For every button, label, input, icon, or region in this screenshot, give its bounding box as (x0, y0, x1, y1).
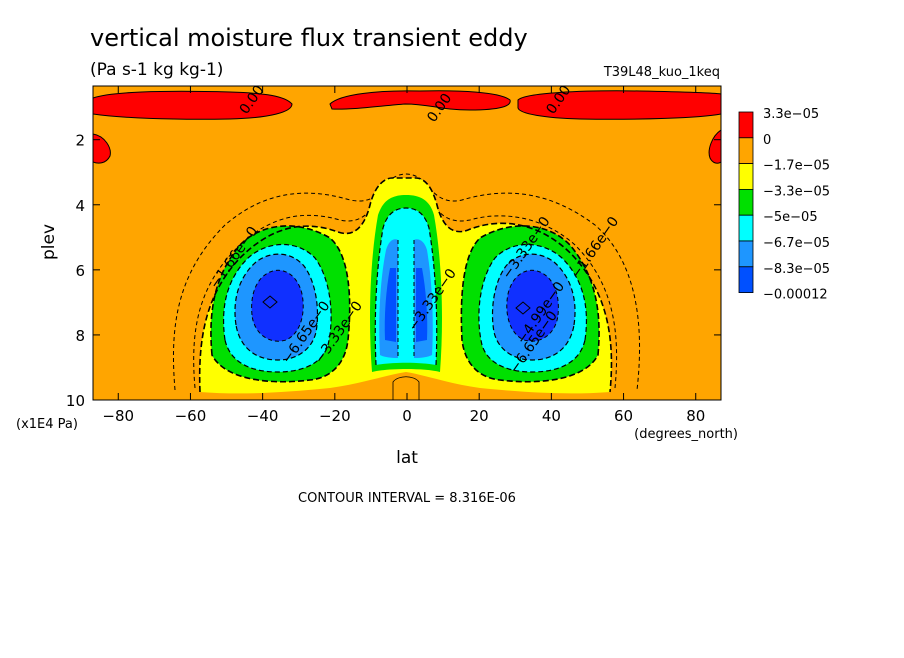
contour-core-right (506, 269, 559, 342)
y-axis: 2 4 6 8 10 (66, 132, 721, 410)
colorbar-swatch (738, 111, 754, 139)
contour-core-left (251, 269, 304, 342)
y-tick-label: 10 (66, 392, 85, 410)
contour-green-left (210, 225, 351, 383)
y-tick-label: 6 (75, 262, 85, 280)
contour-blue-left (234, 253, 319, 361)
region-red-left-edge (93, 133, 111, 164)
contour-blue-right (491, 253, 576, 361)
colorbar-label: −5e−05 (763, 210, 818, 225)
contour-cyan-right (478, 243, 588, 373)
contour-min-marker-left (262, 295, 278, 309)
colorbar-label: −1.7e−05 (763, 159, 830, 174)
x-tick-label: −80 (102, 407, 134, 425)
x-axis-label: lat (396, 448, 418, 468)
chart-title: vertical moisture flux transient eddy (90, 24, 528, 52)
colorbar-swatch (738, 240, 754, 268)
x-tick-label: 60 (614, 407, 633, 425)
colorbar-swatch (738, 188, 754, 216)
contour-outer (173, 173, 641, 391)
colorbar-label: −3.3e−05 (763, 184, 830, 199)
contour-yellow (198, 177, 613, 393)
y-tick-label: 2 (75, 132, 85, 150)
colorbar-label: 0 (763, 133, 771, 148)
contour-outer-2 (193, 184, 618, 389)
colorbar-label: 3.3e−05 (763, 107, 819, 122)
colorbar-swatch (738, 137, 754, 165)
contour-cyan-left (222, 243, 332, 373)
y-tick-label: 8 (75, 327, 85, 345)
region-red-top-right (517, 90, 721, 120)
contour-interval-text: CONTOUR INTERVAL = 8.316E-06 (298, 491, 516, 506)
colorbar: 3.3e−05 0 −1.7e−05 −3.3e−05 −5e−05 −6.7e−05 −8… (738, 107, 830, 303)
region-red-top-left (93, 90, 293, 120)
colorbar-label: −8.3e−05 (763, 262, 830, 277)
y-units-label: (x1E4 Pa) (16, 417, 78, 432)
region-red-top-center (329, 90, 511, 111)
region-core-left (251, 270, 304, 342)
run-label: T39L48_kuo_1keq (603, 65, 720, 80)
region-core-center-right (416, 268, 428, 342)
region-core-right (506, 270, 559, 342)
colorbar-swatch (738, 214, 754, 242)
x-tick-label: 20 (470, 407, 489, 425)
contour-min-marker-right (515, 301, 531, 315)
x-tick-label: 0 (402, 407, 412, 425)
x-units-label: (degrees_north) (634, 427, 738, 442)
colorbar-swatch (738, 163, 754, 190)
contour-cyan-center (374, 207, 438, 366)
region-red-right-edge (708, 129, 721, 164)
y-tick-label: 4 (75, 197, 85, 215)
x-tick-label: 40 (542, 407, 561, 425)
chart-units: (Pa s-1 kg kg-1) (90, 60, 223, 80)
colorbar-swatch (738, 266, 754, 293)
region-core-center-left (384, 268, 396, 342)
colorbar-label: −6.7e−05 (763, 236, 830, 251)
x-axis: −80 −60 −40 −20 0 20 40 60 80 (102, 86, 705, 425)
x-tick-label: −40 (247, 407, 279, 425)
x-tick-label: 80 (686, 407, 705, 425)
x-tick-label: −60 (175, 407, 207, 425)
plot-area: 0.00 0.00 0.00−1.66e−0 −3.33e−0 −1.66e−0−6.6… (93, 86, 721, 400)
contour-bottom-bump (392, 376, 420, 400)
x-tick-label: −20 (319, 407, 351, 425)
colorbar-label: −0.00012 (763, 288, 828, 303)
y-axis-label: plev (39, 224, 59, 260)
contour-green-right (460, 225, 600, 383)
